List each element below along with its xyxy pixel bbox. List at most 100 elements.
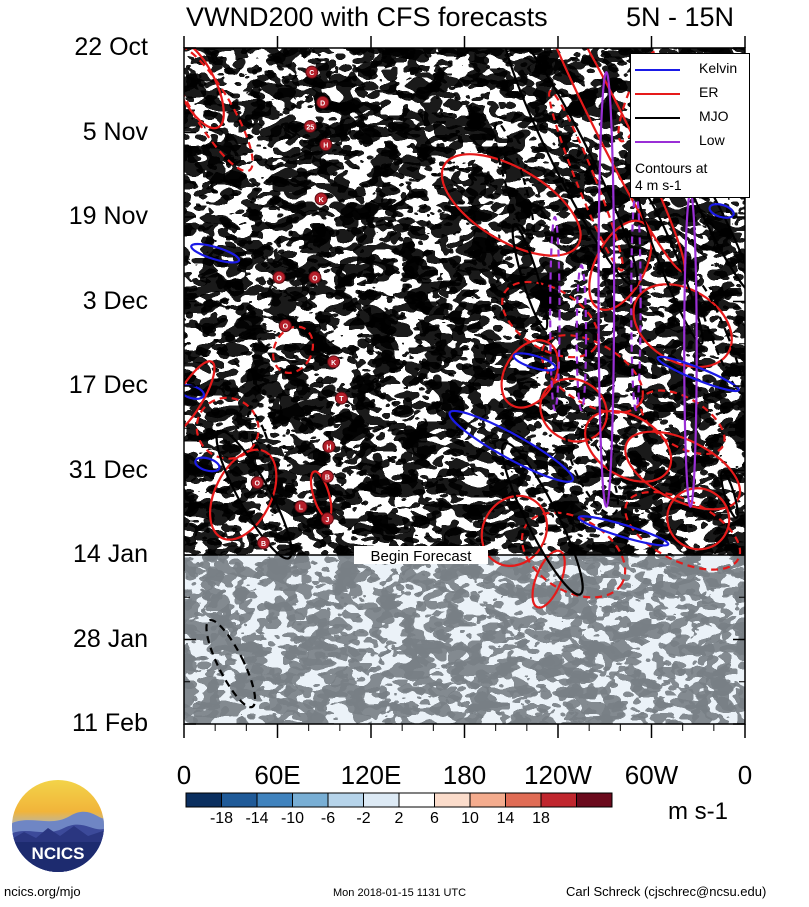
colorbar-swatch bbox=[469, 792, 506, 808]
contour-er-19 bbox=[195, 396, 260, 460]
storm-marker-13: O bbox=[250, 476, 264, 490]
storm-icon bbox=[294, 500, 308, 514]
x-tick-label: 60E bbox=[254, 760, 301, 790]
colorbar-swatch bbox=[540, 792, 577, 808]
legend-note: Contours at 4 m s-1 bbox=[635, 160, 707, 194]
colorbar-tick-label: -2 bbox=[356, 810, 371, 827]
storm-label: T bbox=[339, 396, 344, 403]
storm-label: 25 bbox=[306, 124, 314, 131]
contour-er-0 bbox=[184, 48, 225, 130]
legend-label: MJO bbox=[699, 108, 729, 124]
forecast-label-bg bbox=[354, 546, 488, 564]
legend-swatch bbox=[635, 69, 680, 71]
logo-icon: NCICS bbox=[12, 780, 104, 872]
contour-mjo-26 bbox=[205, 618, 257, 709]
contour-er-18 bbox=[272, 325, 315, 375]
contour-er-23 bbox=[548, 89, 625, 272]
storm-icon bbox=[303, 119, 317, 133]
storm-marker-11: B bbox=[320, 470, 334, 484]
contour-low-37 bbox=[597, 71, 616, 508]
storm-label: K bbox=[331, 360, 336, 367]
contour-low-41 bbox=[575, 264, 588, 412]
storm-icon bbox=[334, 391, 348, 405]
colorbar-swatch bbox=[363, 792, 400, 808]
x-tick-label: 180 bbox=[442, 760, 487, 790]
contour-er-20 bbox=[639, 389, 726, 456]
storm-label: L bbox=[299, 505, 304, 512]
storm-marker-4: K bbox=[314, 192, 328, 206]
contour-mjo-32 bbox=[565, 425, 620, 516]
colorbar-swatch bbox=[221, 792, 258, 808]
storm-label: J bbox=[325, 517, 329, 524]
contour-er-1 bbox=[184, 48, 254, 173]
colorbar-tick-label: -6 bbox=[320, 810, 336, 827]
forecast-label: Begin Forecast bbox=[371, 548, 473, 565]
colorbar-swatch bbox=[505, 792, 542, 808]
colorbar-units: m s-1 bbox=[668, 798, 728, 825]
colorbar-tick-label: -18 bbox=[209, 810, 234, 827]
storm-label: O bbox=[283, 324, 289, 331]
contour-mjo-27 bbox=[247, 410, 271, 458]
storm-marker-1: D bbox=[316, 95, 330, 109]
colorbar-swatch bbox=[576, 792, 613, 808]
storm-icon bbox=[320, 512, 334, 526]
y-tick-label: 28 Jan bbox=[72, 624, 148, 653]
legend-swatch bbox=[635, 93, 680, 95]
contour-kelvin-49 bbox=[708, 203, 735, 219]
storm-label: K bbox=[319, 197, 324, 204]
storm-icon bbox=[272, 270, 286, 284]
contour-er-16 bbox=[501, 280, 600, 359]
colorbar-tick-label: 10 bbox=[461, 810, 479, 827]
colorbar bbox=[185, 792, 613, 808]
legend: Kelvin ER MJO Low Contours at 4 m s-1 bbox=[630, 53, 750, 198]
contour-mjo-28 bbox=[502, 48, 639, 288]
contour-mjo-31 bbox=[501, 441, 584, 596]
x-tick-label: 120W bbox=[524, 760, 592, 790]
contour-er-22 bbox=[520, 511, 627, 599]
ncics-logo: NCICS bbox=[10, 778, 106, 874]
y-tick-label: 3 Dec bbox=[82, 286, 148, 315]
storm-marker-15: B bbox=[256, 536, 270, 550]
y-tick-label: 5 Nov bbox=[82, 117, 148, 146]
legend-swatch bbox=[635, 117, 680, 119]
colorbar-swatch bbox=[398, 792, 435, 808]
contour-er-11 bbox=[209, 448, 278, 541]
contour-er-10 bbox=[480, 494, 549, 567]
contour-mjo-25 bbox=[215, 429, 293, 560]
storm-marker-2: 25 bbox=[303, 119, 317, 133]
contour-mjo-36 bbox=[720, 470, 739, 519]
colorbar-swatch bbox=[185, 792, 222, 808]
contour-kelvin-47 bbox=[194, 456, 221, 473]
y-tick-label: 11 Feb bbox=[72, 709, 148, 737]
storm-marker-14: L bbox=[294, 500, 308, 514]
contour-er-13 bbox=[666, 487, 731, 551]
colorbar-tick-label: 2 bbox=[394, 810, 404, 827]
storm-icon bbox=[308, 270, 322, 284]
y-tick-label: 17 Dec bbox=[68, 371, 148, 399]
y-tick-label: 31 Dec bbox=[68, 455, 148, 484]
storm-icon bbox=[278, 319, 292, 333]
legend-note-line2: 4 m s-1 bbox=[635, 177, 682, 193]
storm-icon bbox=[320, 470, 334, 484]
colorbar-swatch bbox=[256, 792, 293, 808]
colorbar-swatch bbox=[434, 792, 471, 808]
storm-icon bbox=[322, 439, 336, 453]
footer-timestamp: Mon 2018-01-15 1131 UTC bbox=[333, 887, 467, 899]
storm-marker-7: O bbox=[278, 319, 292, 333]
legend-swatch bbox=[635, 141, 680, 143]
storm-marker-12: J bbox=[320, 512, 334, 526]
storm-marker-9: T bbox=[334, 391, 348, 405]
storm-icon bbox=[327, 355, 341, 369]
chart-region: 5N - 15N bbox=[626, 2, 735, 32]
contour-kelvin-45 bbox=[577, 515, 670, 547]
storm-label: O bbox=[255, 481, 261, 488]
storm-label: H bbox=[323, 143, 328, 150]
contour-er-7 bbox=[539, 377, 608, 443]
forecast-region bbox=[184, 555, 745, 724]
y-tick-label: 14 Jan bbox=[72, 540, 148, 568]
x-tick-label: 0 bbox=[176, 760, 192, 790]
storm-marker-8: K bbox=[327, 355, 341, 369]
colorbar-tick-label: 18 bbox=[532, 810, 550, 827]
contour-er-8 bbox=[584, 409, 673, 483]
colorbar-tick-label: -10 bbox=[280, 810, 305, 827]
